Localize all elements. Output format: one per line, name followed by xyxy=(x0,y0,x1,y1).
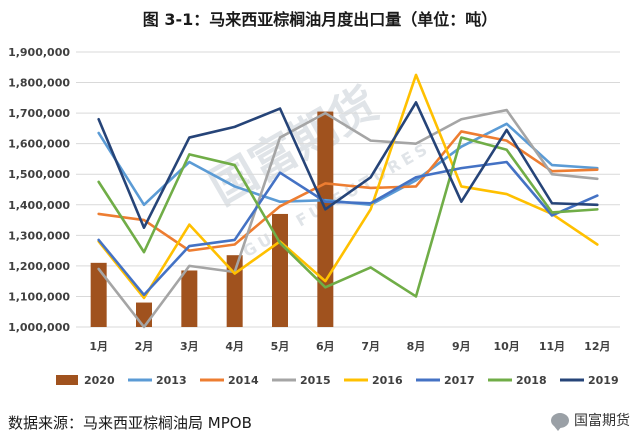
legend-label-2020: 2020 xyxy=(84,374,115,387)
x-tick-label: 10月 xyxy=(494,340,520,353)
x-tick-label: 8月 xyxy=(407,340,426,353)
x-tick-label: 2月 xyxy=(135,340,154,353)
x-tick-label: 11月 xyxy=(539,340,565,353)
y-tick-label: 1,700,000 xyxy=(8,107,70,120)
x-tick-label: 5月 xyxy=(271,340,290,353)
brand-badge: 国富期货 xyxy=(551,410,630,431)
y-tick-label: 1,000,000 xyxy=(8,321,70,334)
y-tick-label: 1,400,000 xyxy=(8,199,70,212)
legend-swatch-2020 xyxy=(56,375,78,385)
legend-label-2017: 2017 xyxy=(444,374,475,387)
bar-2020 xyxy=(226,255,243,327)
y-tick-label: 1,800,000 xyxy=(8,77,70,90)
y-tick-label: 1,900,000 xyxy=(8,46,70,59)
bar-2020 xyxy=(317,111,334,327)
series-line-2014 xyxy=(97,130,599,252)
data-source-note: 数据来源：马来西亚棕榈油局 MPOB xyxy=(8,414,252,432)
bar-2020 xyxy=(272,213,288,327)
x-tick-label: 3月 xyxy=(180,340,199,353)
bar-2020 xyxy=(136,302,152,327)
series-line-2016 xyxy=(97,73,599,300)
x-tick-label: 6月 xyxy=(316,340,335,353)
bar-2020 xyxy=(181,270,198,327)
x-tick-label: 1月 xyxy=(89,340,108,353)
y-tick-label: 1,200,000 xyxy=(8,260,70,273)
legend-label-2015: 2015 xyxy=(300,374,331,387)
legend-label-2013: 2013 xyxy=(156,374,187,387)
series-line-2015 xyxy=(97,108,599,329)
export-volume-chart: 1,000,000 1,100,000 1,200,000 1,300,000 1,40… xyxy=(8,46,620,387)
x-tick-label: 12月 xyxy=(584,340,610,353)
y-tick-label: 1,600,000 xyxy=(8,138,70,151)
y-tick-label: 1,100,000 xyxy=(8,290,70,303)
chart-title: 图 3-1：马来西亚棕榈油月度出口量（单位：吨） xyxy=(142,10,498,29)
x-tick-label: 9月 xyxy=(452,340,471,353)
wechat-bubble-icon xyxy=(551,412,569,431)
x-tick-label: 7月 xyxy=(361,340,380,353)
x-tick-label: 4月 xyxy=(225,340,244,353)
legend-label-2016: 2016 xyxy=(372,374,403,387)
series-line-2017 xyxy=(97,160,599,297)
series-line-2019 xyxy=(97,101,599,229)
legend-label-2018: 2018 xyxy=(516,374,547,387)
brand-label: 国富期货 xyxy=(574,413,630,429)
bar-2020 xyxy=(90,262,107,327)
series-line-2018 xyxy=(97,136,599,298)
legend-label-2019: 2019 xyxy=(588,374,619,387)
y-tick-label: 1,300,000 xyxy=(8,229,70,242)
legend-label-2014: 2014 xyxy=(228,374,259,387)
y-tick-label: 1,500,000 xyxy=(8,168,70,181)
